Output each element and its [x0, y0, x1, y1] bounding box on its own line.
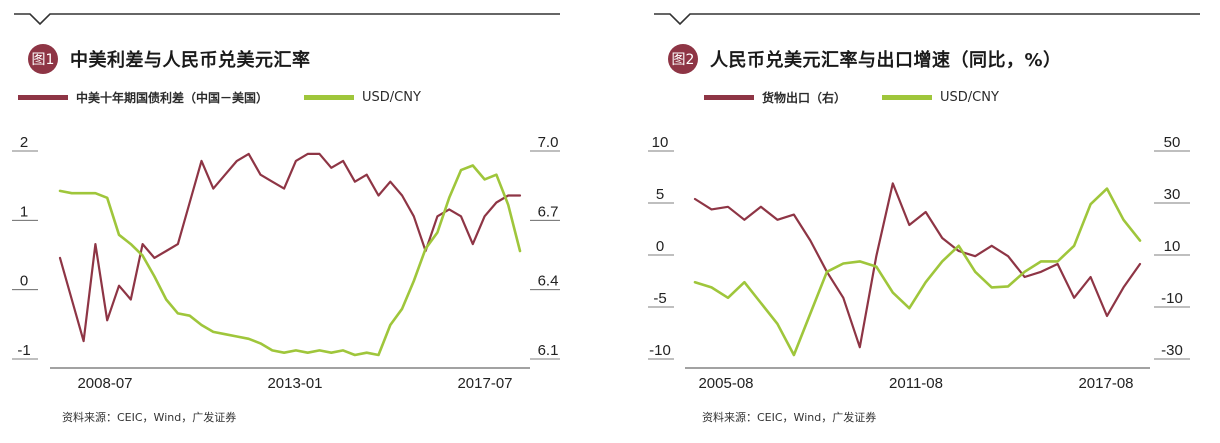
legend-label-spread: 中美十年期国债利差（中国－美国） [76, 91, 269, 105]
chart-1-svg: 2 1 0 -1 7.0 6.7 6.4 6.1 2008-07 2013-01 2017-07 [12, 13, 560, 392]
legend-swatch-usdcny-2 [882, 95, 933, 100]
chart-2-legend: 货物出口（右） USD/CNY [704, 89, 1035, 106]
chart-2-source: 资料来源：CEIC，Wind，广发证券 [702, 411, 877, 424]
y-left-tick-label: 1 [20, 203, 28, 220]
y-left-tick-label: -5 [653, 290, 666, 307]
y-right-tick-label: 10 [1164, 238, 1181, 255]
y-left-tick-label: -1 [17, 342, 30, 359]
x-tick-label: 2008-07 [77, 375, 132, 392]
x-tick-label: 2017-08 [1078, 375, 1133, 392]
x-tick-label: 2011-08 [889, 375, 943, 392]
series-line-0 [693, 182, 1142, 349]
y-left-tick-label: 0 [656, 238, 664, 255]
chart-1-badge: 图1 [28, 44, 58, 74]
chart-1-title: 中美利差与人民币兑美元汇率 [70, 50, 311, 71]
chart-panel-1: 2 1 0 -1 7.0 6.7 6.4 6.1 2008-07 2013-01 2017-07 图… [0, 0, 560, 443]
chart-1-title-row: 图1 中美利差与人民币兑美元汇率 [28, 44, 311, 74]
x-tick-label: 2013-01 [267, 375, 322, 392]
legend-label-usdcny-2: USD/CNY [940, 90, 999, 105]
y-left-tick-label: -10 [649, 342, 671, 359]
y-right-tick-label: 6.4 [538, 273, 559, 290]
legend-swatch-exports [704, 95, 754, 100]
chart-2-badge: 图2 [668, 44, 698, 74]
chart-panel-2: 10 5 0 -5 -10 50 30 10 -10 -30 2005-08 2011-08 2017-… [640, 0, 1200, 443]
y-right-tick-label: 6.7 [538, 203, 559, 220]
y-right-tick-label: -10 [1161, 290, 1183, 307]
x-tick-label: 2017-07 [457, 375, 512, 392]
legend-item-usdcny-2: USD/CNY [882, 90, 999, 105]
y-left-tick-label: 2 [20, 134, 28, 151]
legend-item-usdcny: USD/CNY [304, 90, 421, 105]
y-right-tick-label: 50 [1164, 134, 1181, 151]
legend-item-spread: 中美十年期国债利差（中国－美国） [18, 89, 268, 106]
chart-2-title-row: 图2 人民币兑美元汇率与出口增速（同比，%） [668, 44, 1062, 74]
chart-1-source: 资料来源：CEIC，Wind，广发证券 [62, 411, 237, 424]
x-tick-label: 2005-08 [698, 375, 753, 392]
legend-label-usdcny: USD/CNY [362, 90, 421, 105]
series-line-1 [58, 164, 522, 357]
chart-2-title: 人民币兑美元汇率与出口增速（同比，%） [710, 50, 1062, 71]
legend-label-exports: 货物出口（右） [762, 91, 847, 105]
series-line-1 [693, 187, 1142, 357]
y-left-tick-label: 0 [20, 273, 28, 290]
y-right-tick-label: 6.1 [538, 342, 559, 359]
y-right-tick-label: 30 [1164, 186, 1181, 203]
y-left-tick-label: 5 [656, 186, 664, 203]
series-line-0 [58, 152, 522, 343]
header-rule [654, 13, 1200, 26]
chart-1-legend: 中美十年期国债利差（中国－美国） USD/CNY [18, 89, 457, 106]
legend-swatch-usdcny [304, 95, 355, 100]
legend-swatch-spread [18, 95, 68, 100]
header-rule [14, 13, 560, 26]
y-right-tick-label: -30 [1161, 342, 1183, 359]
y-left-tick-label: 10 [652, 134, 669, 151]
legend-item-exports: 货物出口（右） [704, 89, 846, 106]
y-right-tick-label: 7.0 [538, 134, 559, 151]
